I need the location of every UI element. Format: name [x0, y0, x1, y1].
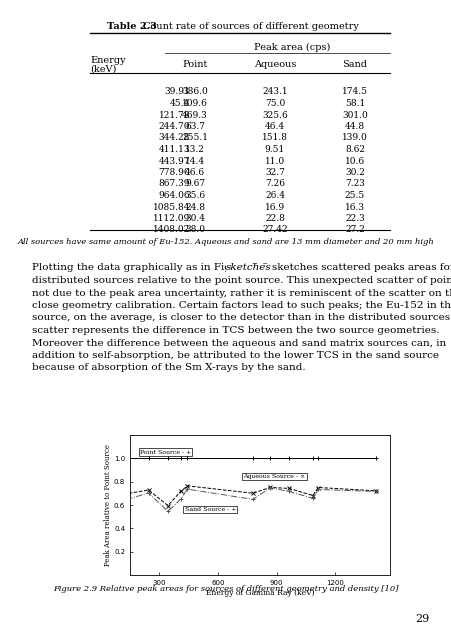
- Text: 13.2: 13.2: [184, 145, 204, 154]
- Text: Sand Source - +: Sand Source - +: [184, 507, 236, 512]
- Text: 386.0: 386.0: [182, 88, 207, 97]
- Text: 46.4: 46.4: [264, 122, 285, 131]
- Text: 44.8: 44.8: [344, 122, 364, 131]
- Text: Table 2.3: Table 2.3: [107, 22, 156, 31]
- Text: Point: Point: [182, 60, 207, 69]
- Text: 22.3: 22.3: [345, 214, 364, 223]
- Text: 344.28: 344.28: [158, 134, 189, 143]
- Text: not due to the peak area uncertainty, rather it is reminiscent of the scatter on: not due to the peak area uncertainty, ra…: [32, 289, 451, 298]
- Text: 45.4: 45.4: [170, 99, 189, 108]
- Text: 9.51: 9.51: [264, 145, 285, 154]
- Text: 469.3: 469.3: [182, 111, 207, 120]
- Text: 7.26: 7.26: [264, 179, 285, 189]
- Text: distributed sources relative to the point source. This unexpected scatter of poi: distributed sources relative to the poin…: [32, 276, 451, 285]
- Text: scatter represents the difference in TCS between the two source geometries.: scatter represents the difference in TCS…: [32, 326, 438, 335]
- Text: 16.9: 16.9: [264, 202, 285, 211]
- Text: 29: 29: [415, 614, 429, 624]
- Text: 151.8: 151.8: [262, 134, 287, 143]
- Text: Figure 2.9 Relative peak areas for sources of different geometry and density [10: Figure 2.9 Relative peak areas for sourc…: [53, 585, 398, 593]
- Text: 243.1: 243.1: [262, 88, 287, 97]
- X-axis label: Energy of Gamma Ray (keV): Energy of Gamma Ray (keV): [205, 589, 313, 596]
- Text: Point Source - +: Point Source - +: [139, 450, 191, 454]
- Text: Count rate of sources of different geometry: Count rate of sources of different geome…: [140, 22, 358, 31]
- Text: 24.8: 24.8: [184, 202, 205, 211]
- Text: addition to self-absorption, be attributed to the lower TCS in the sand source: addition to self-absorption, be attribut…: [32, 351, 438, 360]
- Text: 121.78: 121.78: [158, 111, 189, 120]
- Text: 411.13: 411.13: [158, 145, 189, 154]
- Text: 75.0: 75.0: [264, 99, 285, 108]
- Text: 46.6: 46.6: [184, 168, 205, 177]
- Text: close geometry calibration. Certain factors lead to such peaks; the Eu-152 in th: close geometry calibration. Certain fact…: [32, 301, 451, 310]
- Text: 27.42: 27.42: [262, 225, 287, 234]
- Text: 255.1: 255.1: [182, 134, 207, 143]
- Text: Aqueous Source - ×: Aqueous Source - ×: [243, 474, 305, 479]
- Y-axis label: Peak Area relative to Point Source: Peak Area relative to Point Source: [104, 444, 112, 566]
- Text: 867.39: 867.39: [158, 179, 189, 189]
- Text: 301.0: 301.0: [341, 111, 367, 120]
- Text: 32.7: 32.7: [264, 168, 284, 177]
- Text: Aqueous: Aqueous: [253, 60, 295, 69]
- Text: Plotting the data graphically as in Figure-2.9 sketches scattered peaks areas fo: Plotting the data graphically as in Figu…: [32, 264, 451, 273]
- Text: 22.8: 22.8: [264, 214, 284, 223]
- Text: 244.70: 244.70: [158, 122, 189, 131]
- Text: 58.1: 58.1: [344, 99, 364, 108]
- Text: (keV): (keV): [90, 65, 116, 74]
- Text: 109.6: 109.6: [182, 99, 207, 108]
- Text: 964.06: 964.06: [158, 191, 189, 200]
- Text: 325.6: 325.6: [262, 111, 287, 120]
- Text: Peak area (cps): Peak area (cps): [254, 43, 330, 52]
- Text: 14.4: 14.4: [184, 157, 205, 166]
- Text: 443.97: 443.97: [158, 157, 189, 166]
- Text: 63.7: 63.7: [184, 122, 205, 131]
- Text: 1085.84: 1085.84: [152, 202, 189, 211]
- Text: 9.67: 9.67: [184, 179, 205, 189]
- Text: sketches: sketches: [226, 264, 271, 273]
- Text: 7.23: 7.23: [344, 179, 364, 189]
- Text: source, on the average, is closer to the detector than in the distributed source: source, on the average, is closer to the…: [32, 314, 451, 323]
- Text: 30.2: 30.2: [344, 168, 364, 177]
- Text: 1408.02: 1408.02: [152, 225, 189, 234]
- Text: 26.4: 26.4: [264, 191, 285, 200]
- Text: Moreover the difference between the aqueous and sand matrix sources can, in: Moreover the difference between the aque…: [32, 339, 445, 348]
- Text: Energy: Energy: [90, 56, 125, 65]
- Text: 8.62: 8.62: [344, 145, 364, 154]
- Text: sketches: sketches: [226, 264, 271, 273]
- Text: 38.0: 38.0: [184, 225, 205, 234]
- Text: 778.90: 778.90: [158, 168, 189, 177]
- Text: because of absorption of the Sm X-rays by the sand.: because of absorption of the Sm X-rays b…: [32, 364, 305, 372]
- Text: 16.3: 16.3: [344, 202, 364, 211]
- Text: 1112.09: 1112.09: [152, 214, 189, 223]
- Text: 174.5: 174.5: [341, 88, 367, 97]
- Text: Sand: Sand: [342, 60, 367, 69]
- Text: 39.91: 39.91: [164, 88, 189, 97]
- Text: All sources have same amount of Eu-152. Aqueous and sand are 13 mm diameter and : All sources have same amount of Eu-152. …: [18, 237, 433, 246]
- Text: 25.5: 25.5: [344, 191, 364, 200]
- Text: 35.6: 35.6: [184, 191, 205, 200]
- Text: 30.4: 30.4: [184, 214, 205, 223]
- Text: 139.0: 139.0: [341, 134, 367, 143]
- Text: 11.0: 11.0: [264, 157, 285, 166]
- Text: 27.2: 27.2: [344, 225, 364, 234]
- Text: 10.6: 10.6: [344, 157, 364, 166]
